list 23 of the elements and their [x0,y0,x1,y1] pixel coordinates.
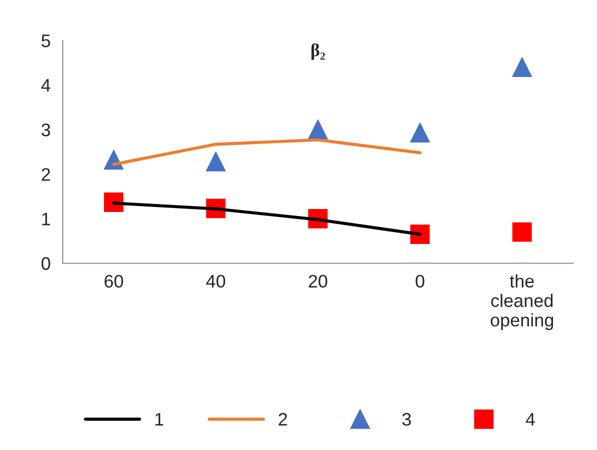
x-tick-label: 0 [416,274,424,288]
x-tick-label: the cleaned opening [490,274,554,330]
y-tick-label: 0 [42,257,50,270]
x-tick-label: 40 [206,274,226,288]
x-tick-label: 60 [104,274,124,288]
x-tick-label: 20 [308,274,328,288]
point [410,224,430,244]
y-tick-label: 1 [42,212,50,226]
chart-title: β₂ [311,43,325,60]
point [512,58,532,77]
y-tick-label: 2 [42,168,50,181]
point [512,222,532,242]
point [308,120,328,140]
legend-label: 4 [526,413,535,426]
y-tick-label: 4 [41,79,50,92]
point [104,192,124,212]
y-tick-label: 5 [42,34,50,48]
legend-label: 3 [402,412,411,426]
legend-label: 2 [278,412,287,426]
y-tick-label: 3 [42,124,50,136]
legend-label: 1 [155,413,164,426]
point [410,122,430,142]
point [206,152,226,172]
